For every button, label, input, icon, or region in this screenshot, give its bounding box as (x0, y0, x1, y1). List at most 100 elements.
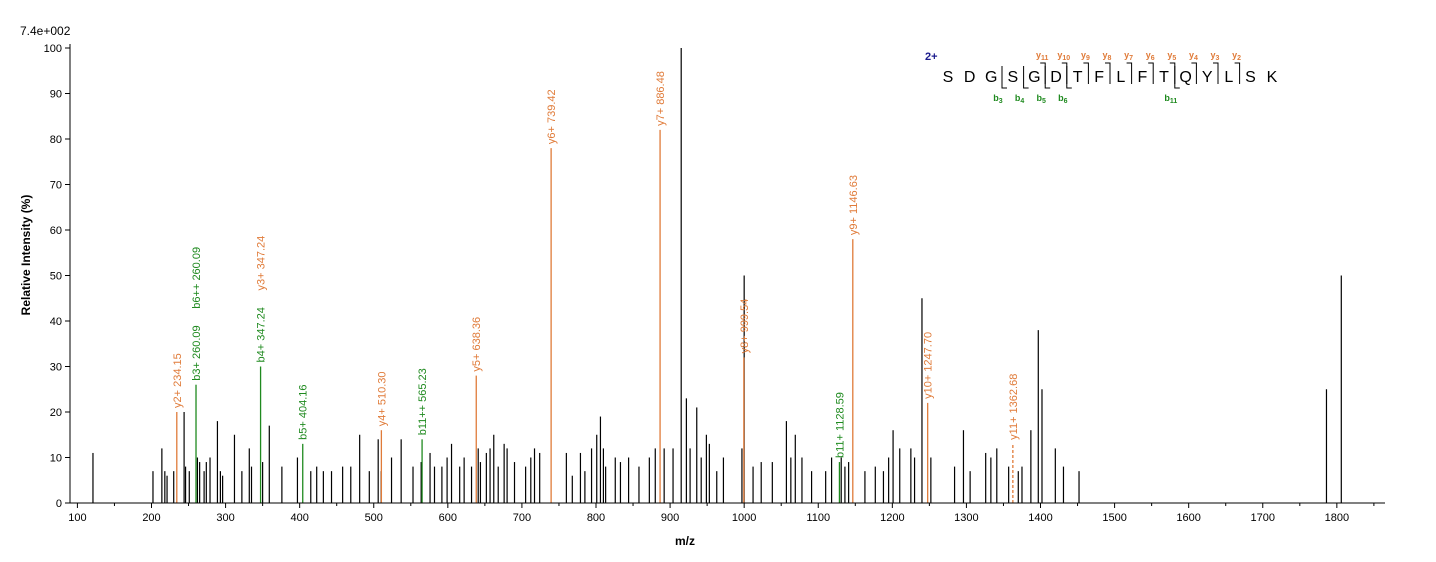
b-ion-label: b6 (1058, 93, 1068, 105)
y-ion-label: y4 (1189, 50, 1198, 62)
x-tick-label: 1400 (1028, 512, 1052, 524)
y-tick-label: 0 (56, 498, 62, 510)
max-intensity-label: 7.4e+002 (20, 24, 71, 38)
b-ion-label: b3 (993, 93, 1003, 105)
peak-label: y7+ 886.48 (655, 71, 667, 126)
y-ion-cleavage-mark (1105, 62, 1111, 84)
y-axis-ticks: 0 10 20 30 40 50 60 70 80 90 100 (44, 43, 70, 510)
y-tick-label: 100 (44, 43, 62, 55)
b-ion-cleavage-mark (1044, 66, 1051, 89)
x-tick-label: 600 (439, 512, 457, 524)
y-ion-label: y5 (1167, 50, 1176, 62)
b-ion-cleavage-mark (1174, 66, 1180, 89)
y-ion-cleavage-mark (1040, 62, 1046, 84)
peak-label: y4+ 510.30 (376, 371, 388, 426)
x-axis-ticks: 100 200 300 400 500 600 700 800 900 1000 1100 1200 1… (68, 503, 1375, 524)
x-tick-label: 100 (68, 512, 86, 524)
y-ion-label: y11 (1036, 50, 1049, 62)
sequence-residue: T (1073, 69, 1083, 86)
peak-label: y3+ 347.24 (256, 236, 268, 291)
sequence-residue: F (1138, 69, 1148, 86)
y-ion-cleavage-mark (1191, 62, 1197, 84)
y-ion-cleavage-mark (1213, 62, 1219, 84)
annotated-peaks: y2+ 234.15 b3+ 260.09 b6++ 260.09 b4+ 347.2… (172, 71, 1020, 503)
y-axis-title: Relative Intensity (%) (19, 195, 33, 316)
sequence-residue: S (1007, 69, 1018, 86)
y-tick-label: 70 (50, 180, 62, 192)
b-ion-cleavage-mark (1001, 66, 1007, 89)
peak-label: y10+ 1247.70 (923, 332, 935, 399)
peak-label: y5+ 638.36 (471, 317, 483, 372)
b-ion-cleavage-mark (1023, 66, 1029, 89)
x-tick-label: 1000 (732, 512, 756, 524)
y-ion-cleavage-mark (1169, 62, 1176, 84)
peak-label: y2+ 234.15 (172, 353, 184, 408)
y-tick-label: 90 (50, 89, 62, 101)
y-ion-label: y7 (1124, 50, 1133, 62)
x-tick-label: 1700 (1251, 512, 1275, 524)
charge-state-label: 2+ (925, 51, 938, 63)
sequence-residue: G (1028, 69, 1040, 86)
sequence-residue: Q (1179, 69, 1191, 86)
x-tick-label: 300 (216, 512, 234, 524)
sequence-residue: D (964, 69, 976, 86)
x-tick-label: 500 (365, 512, 383, 524)
peak-label: b6++ 260.09 (191, 247, 203, 309)
x-tick-label: 1600 (1176, 512, 1200, 524)
x-tick-label: 1200 (880, 512, 904, 524)
sequence-residue: F (1094, 69, 1104, 86)
sequence-residue: S (1245, 69, 1256, 86)
peak-label: b11+ 1128.59 (834, 392, 846, 458)
y-ion-label: y6 (1146, 50, 1155, 62)
y-ion-cleavage-mark (1061, 62, 1068, 84)
sequence-residue: T (1159, 69, 1169, 86)
b-ion-label: b11 (1164, 93, 1177, 105)
sequence-residue: S (943, 69, 954, 86)
x-tick-label: 800 (587, 512, 605, 524)
y-tick-label: 80 (50, 134, 62, 146)
sequence-residue: G (985, 69, 997, 86)
sequence-residue: Y (1202, 69, 1213, 86)
y-ion-label: y9 (1081, 50, 1090, 62)
x-tick-label: 900 (661, 512, 679, 524)
peak-label: y8+ 999.54 (739, 299, 751, 354)
b-ion-label: b4 (1015, 93, 1025, 105)
peak-bars (92, 48, 1342, 503)
sequence-residue: L (1116, 69, 1125, 86)
y-ion-cleavage-mark (1083, 62, 1089, 84)
y-ion-cleavage-mark (1234, 62, 1241, 84)
peak-label: y6+ 739.42 (546, 89, 558, 144)
y-tick-label: 60 (50, 225, 62, 237)
x-tick-label: 1500 (1102, 512, 1126, 524)
sequence-residue: D (1050, 69, 1062, 86)
x-tick-label: 1300 (954, 512, 978, 524)
y-tick-label: 50 (50, 271, 62, 283)
x-tick-label: 700 (513, 512, 531, 524)
y-tick-label: 30 (50, 362, 62, 374)
peak-label: b3+ 260.09 (191, 325, 203, 380)
y-ion-cleavage-mark (1148, 62, 1154, 84)
peak-label: b4+ 347.24 (256, 307, 268, 362)
x-axis-title: m/z (675, 534, 695, 548)
peak-label: y9+ 1146.63 (848, 175, 860, 235)
sequence-residue: K (1267, 69, 1278, 86)
y-tick-label: 40 (50, 316, 62, 328)
x-tick-label: 1100 (806, 512, 830, 524)
peak-label: b11++ 565.23 (417, 368, 429, 435)
y-ion-label: y8 (1103, 50, 1112, 62)
peak-label: y11+ 1362.68 (1008, 374, 1020, 440)
x-tick-label: 400 (290, 512, 308, 524)
y-tick-label: 20 (50, 407, 62, 419)
y-tick-label: 10 (50, 453, 62, 465)
y-ion-label: y10 (1057, 50, 1070, 62)
y-ion-label: y3 (1211, 50, 1220, 62)
y-ion-label: y2 (1232, 50, 1241, 62)
peak-label: b5+ 404.16 (298, 384, 310, 439)
b-ion-cleavage-mark (1066, 66, 1072, 89)
x-tick-label: 200 (142, 512, 160, 524)
b-ion-label: b5 (1036, 93, 1046, 105)
x-tick-label: 1800 (1325, 512, 1349, 524)
sequence-residue: L (1224, 69, 1233, 86)
